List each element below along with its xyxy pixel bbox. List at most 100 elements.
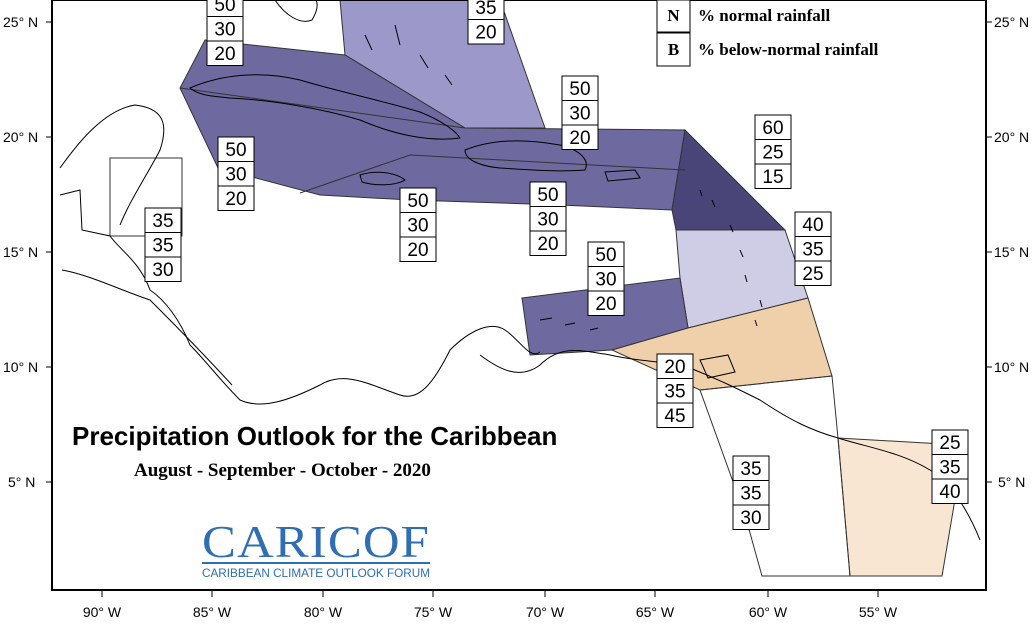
zone-dividers [179, 87, 466, 129]
coast-central-america [59, 189, 541, 405]
lat-label: 5° N [998, 474, 1025, 490]
zone-guyana [699, 375, 851, 577]
probability-value: 35 [939, 457, 960, 478]
probability-value: 30 [225, 164, 246, 185]
coastlines [59, 0, 981, 541]
zone-dividers-2 [299, 154, 686, 194]
probability-value: 60 [762, 118, 783, 139]
longitude-labels: 90° W 85° W 80° W 75° W 70° W 65° W 60° … [83, 604, 898, 620]
probability-value: 50 [595, 245, 616, 266]
coast-pacific [61, 269, 233, 386]
probability-box-suriname-french-guiana: 25 35 40 [931, 429, 969, 504]
lon-label: 60° W [749, 604, 788, 620]
lat-label: 5° N [8, 474, 35, 490]
probability-box-guyana: 35 35 30 [732, 455, 770, 530]
lon-label: 80° W [304, 604, 343, 620]
probability-box-belize: 35 35 30 [144, 207, 182, 282]
coast-south-america [479, 350, 981, 541]
probability-value: 35 [152, 235, 173, 256]
coast-abc [539, 317, 599, 331]
probability-value: 25 [939, 433, 960, 454]
probability-value: 40 [939, 482, 960, 503]
coast-yucatan [59, 104, 165, 226]
probability-box-jamaica-central: 50 30 20 [399, 187, 437, 262]
coast-jamaica [359, 171, 406, 186]
legend-letter-n: N [667, 6, 680, 25]
legend-text-b: % below-normal rainfall [698, 40, 879, 59]
lon-label: 70° W [526, 604, 565, 620]
probability-value: 50 [537, 185, 558, 206]
map-frame [51, 0, 987, 591]
lat-label: 20° N [3, 129, 38, 145]
probability-value: 30 [537, 209, 558, 230]
probability-value: 30 [595, 269, 616, 290]
probability-value: 35 [802, 239, 823, 260]
lat-label: 10° N [3, 359, 38, 375]
probability-box-windward-islands: 40 35 25 [794, 211, 832, 286]
probability-value: 30 [407, 215, 428, 236]
probability-value: 50 [407, 191, 428, 212]
coast-trinidad [699, 354, 736, 379]
probability-value: 20 [664, 357, 685, 378]
probability-box-hispaniola-south: 50 30 20 [529, 181, 567, 256]
outlook-zones [109, 0, 961, 577]
probability-value: 35 [740, 483, 761, 504]
probability-value: 35 [740, 459, 761, 480]
probability-value: 50 [214, 0, 235, 16]
probability-value: 20 [225, 189, 246, 210]
probability-value: 20 [407, 240, 428, 261]
lon-label: 55° W [859, 604, 898, 620]
probability-value: 25 [802, 264, 823, 285]
probability-value: 30 [152, 260, 173, 281]
coast-cuba [189, 74, 461, 140]
lon-label: 90° W [83, 604, 122, 620]
logo-wordmark: CARICOF [202, 516, 430, 567]
lat-label: 25° N [994, 14, 1029, 30]
longitude-ticks [101, 590, 879, 597]
lon-label: 85° W [193, 604, 232, 620]
probability-value: 30 [569, 103, 590, 124]
coast-lesser-antilles [699, 189, 763, 327]
lon-label: 65° W [636, 604, 675, 620]
lat-label: 15° N [994, 244, 1029, 260]
probability-value: 20 [214, 44, 235, 65]
probability-value: 50 [569, 79, 590, 100]
legend-letter-b: B [668, 40, 679, 59]
probability-value: 20 [569, 128, 590, 149]
map-subtitle: August - September - October - 2020 [134, 460, 431, 481]
coast-hispaniola [464, 140, 587, 172]
probability-value: 35 [475, 0, 496, 19]
coast-bahamas [364, 24, 453, 86]
lat-label: 10° N [994, 359, 1029, 375]
probability-value: 30 [214, 19, 235, 40]
logo-tagline: CARIBBEAN CLIMATE OUTLOOK FORUM [202, 568, 430, 580]
lat-label: 20° N [994, 129, 1029, 145]
lon-label: 75° W [414, 604, 453, 620]
legend-text-n: % normal rainfall [698, 6, 830, 25]
probability-box-hispaniola-puerto-rico: 50 30 20 [561, 75, 599, 150]
lat-label: 25° N [3, 14, 38, 30]
probability-box-abc-islands: 50 30 20 [587, 241, 625, 316]
probability-box-cuba: 50 30 20 [206, 0, 244, 66]
probability-box-trinidad-tobago: 20 35 45 [656, 353, 694, 428]
legend: N % normal rainfall B % below-normal rai… [656, 0, 879, 67]
probability-value: 35 [152, 211, 173, 232]
probability-value: 35 [664, 381, 685, 402]
coast-florida [274, 0, 318, 22]
probability-value: 20 [537, 234, 558, 255]
latitude-labels-right: 25° N 20° N 15° N 10° N 5° N [994, 14, 1029, 490]
lat-label: 15° N [3, 244, 38, 260]
probability-box-leeward-islands: 60 25 15 [754, 114, 792, 189]
latitude-labels-left: 25° N 20° N 15° N 10° N 5° N [3, 14, 38, 490]
coast-puerto-rico [604, 169, 641, 182]
probability-box-western-caribbean: 50 30 20 [217, 136, 255, 211]
probability-value: 50 [225, 140, 246, 161]
map-title: Precipitation Outlook for the Caribbean [72, 421, 557, 451]
probability-value: 30 [740, 508, 761, 529]
probability-value: 20 [475, 22, 496, 43]
probability-value: 25 [762, 142, 783, 163]
caricof-logo: CARICOF CARIBBEAN CLIMATE OUTLOOK FORUM [202, 516, 430, 580]
probability-value: 45 [664, 406, 685, 427]
